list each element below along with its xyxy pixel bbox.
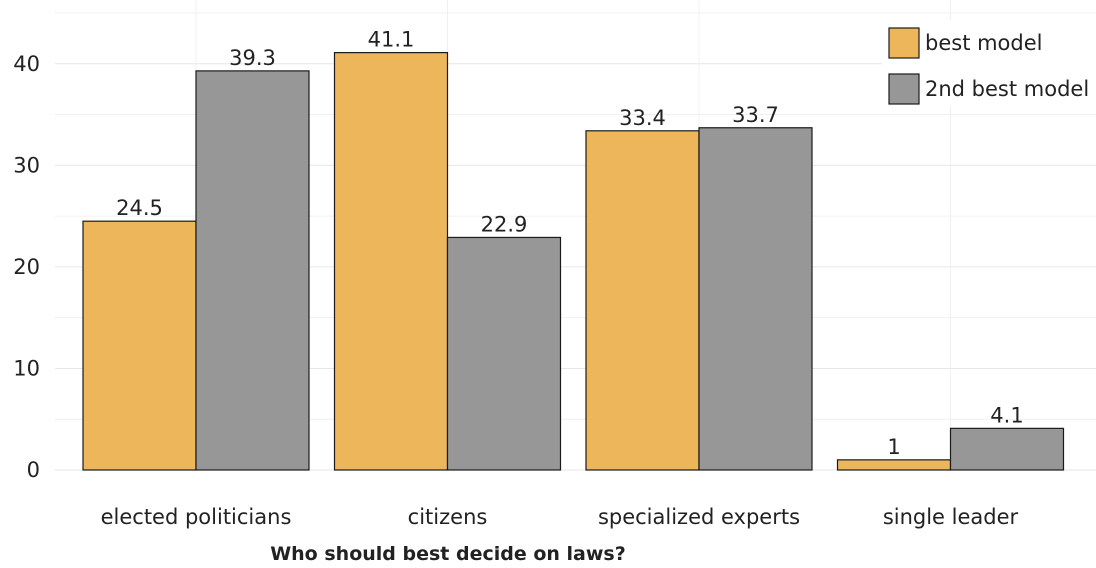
- y-tick-label: 0: [27, 458, 40, 482]
- y-tick-label: 10: [13, 356, 40, 380]
- x-tick-label: citizens: [408, 505, 488, 529]
- legend-label: best model: [925, 31, 1043, 55]
- x-tick-label: elected politicians: [101, 505, 292, 529]
- y-tick-label: 20: [13, 255, 40, 279]
- bar-value-label: 1: [887, 435, 900, 459]
- bar-value-label: 41.1: [368, 28, 415, 52]
- bar-best-model: [333, 52, 449, 471]
- y-tick-label: 40: [13, 52, 40, 76]
- bar-value-label: 39.3: [229, 46, 276, 70]
- x-axis-ticks: elected politicians citizens specialized e…: [101, 505, 1019, 529]
- y-tick-label: 30: [13, 153, 40, 177]
- y-axis-ticks: 0 10 20 30 40: [13, 52, 40, 482]
- bar-second-best-model: [949, 427, 1065, 471]
- bar-best-model: [585, 130, 700, 471]
- bar-second-best-model: [195, 70, 310, 471]
- bar-value-label: 33.4: [619, 106, 666, 130]
- legend-label: 2nd best model: [925, 77, 1089, 101]
- bar-value-label: 22.9: [481, 212, 528, 236]
- legend: best model 2nd best model: [882, 20, 1096, 106]
- bar-best-model: [82, 220, 197, 471]
- x-tick-label: single leader: [883, 505, 1019, 529]
- bar-second-best-model: [698, 127, 813, 471]
- legend-swatch: [888, 73, 920, 105]
- bars: 24.5 39.3 41.1 22.9 33.4 33.7 1 4.1: [82, 28, 1065, 471]
- bar-best-model: [836, 459, 952, 471]
- bar-second-best-model: [446, 236, 562, 471]
- x-tick-label: specialized experts: [598, 505, 800, 529]
- bar-value-label: 24.5: [116, 196, 163, 220]
- bar-value-label: 4.1: [990, 403, 1023, 427]
- bar-value-label: 33.7: [732, 103, 779, 127]
- legend-swatch: [888, 27, 920, 59]
- x-axis-title: Who should best decide on laws?: [270, 543, 626, 565]
